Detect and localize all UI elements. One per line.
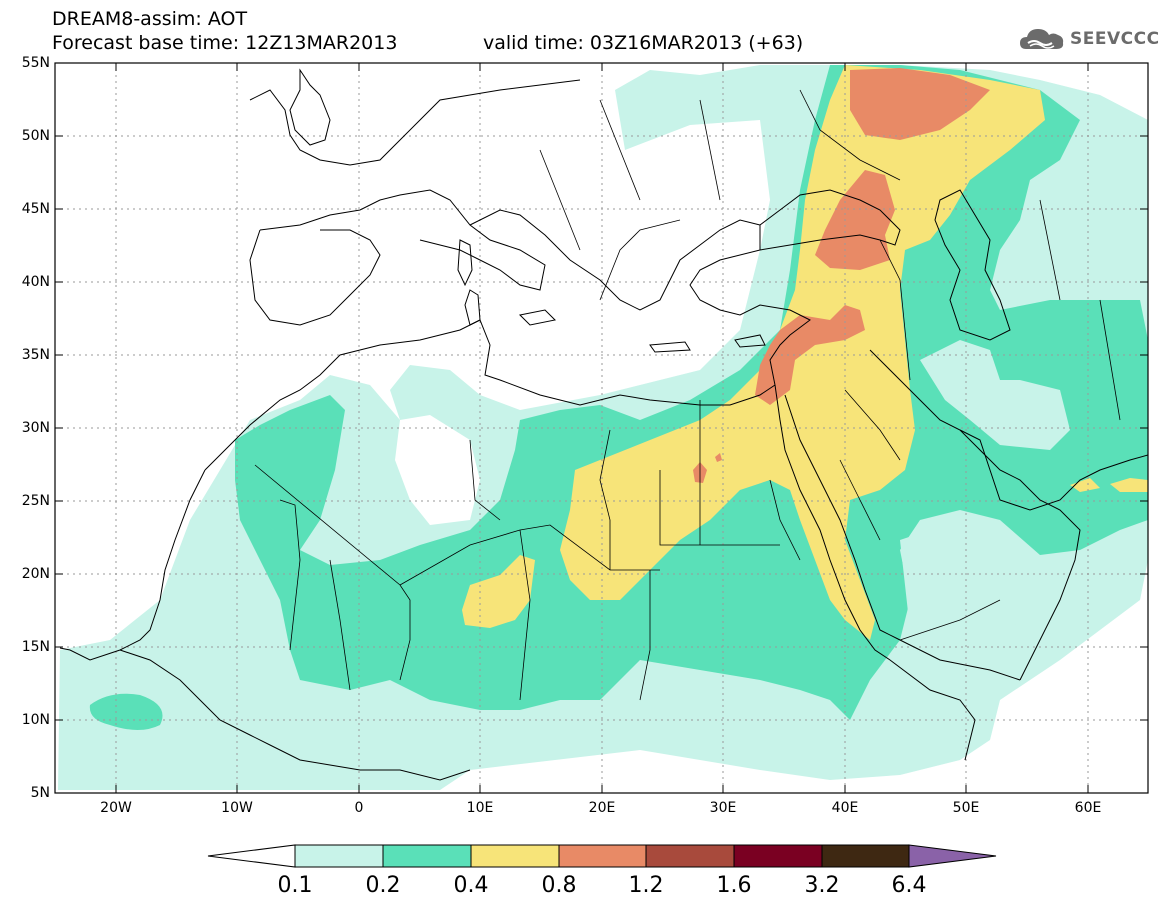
colorbar-label: 0.8 [541,873,577,898]
aot-band-0.8 [815,170,895,270]
lat-label: 10N [21,712,50,728]
aot-band-0.4 [1070,478,1148,492]
lat-label: 35N [21,347,50,363]
aot-band-0.8 [850,68,990,140]
colorbar-label: 0.2 [365,873,401,898]
lat-label: 50N [21,128,50,144]
lon-label: 60E [1074,800,1102,816]
cloud-logo-icon [1020,29,1064,49]
aot-field [58,65,1148,790]
colorbar-label: 1.6 [716,873,752,898]
axis-ticks [55,63,1148,793]
colorbar-segment-0.4 [470,844,560,868]
lon-label: 30E [709,800,737,816]
lat-label: 5N [30,785,50,801]
lat-label: 55N [21,55,50,71]
lat-label: 25N [21,493,50,509]
aot-band-0.1 [900,520,1040,640]
lat-label: 30N [21,420,50,436]
colorbar-segment-under [207,844,296,868]
lat-label: 45N [21,201,50,217]
coastlines [59,68,1148,781]
forecast-base-time: Forecast base time: 12Z13MAR2013 [52,32,398,54]
lon-label: 10W [221,800,253,816]
aot-band-0.2 [89,693,163,730]
colorbar-label: 6.4 [891,873,927,898]
colorbar-segment-1.6 [733,844,823,868]
logo-text: SEEVCCC [1070,29,1160,49]
colorbar [207,844,997,868]
colorbar-segment-0.8 [558,844,647,868]
aot-gap [395,415,480,525]
lon-label: 40E [831,800,859,816]
colorbar-segment-0.2 [382,844,472,868]
colorbar-segment-3.2 [821,844,910,868]
country-borders [254,89,1121,701]
lon-label: 0 [354,800,364,816]
aot-band-0.1 [920,340,1070,450]
lat-label: 40N [21,274,50,290]
valid-time: valid time: 03Z16MAR2013 (+63) [483,32,804,54]
lat-label: 20N [21,566,50,582]
aot-band-0.8 [755,305,865,405]
lat-label: 15N [21,639,50,655]
lon-label: 10E [466,800,494,816]
colorbar-label: 0.1 [277,873,313,898]
colorbar-segment-0.1 [294,844,384,868]
colorbar-label: 1.2 [628,873,664,898]
colorbar-segment-1.2 [645,844,735,868]
lon-label: 50E [952,800,980,816]
colorbar-segment-over [908,844,997,868]
seevccc-logo: SEEVCCC [1018,22,1160,56]
colorbar-label: 3.2 [804,873,840,898]
lon-label: 20W [100,800,132,816]
lon-label: 20E [588,800,616,816]
aot-band-0.8 [715,453,722,462]
colorbar-label: 0.4 [453,873,489,898]
map-title: DREAM8-assim: AOT [52,8,248,30]
